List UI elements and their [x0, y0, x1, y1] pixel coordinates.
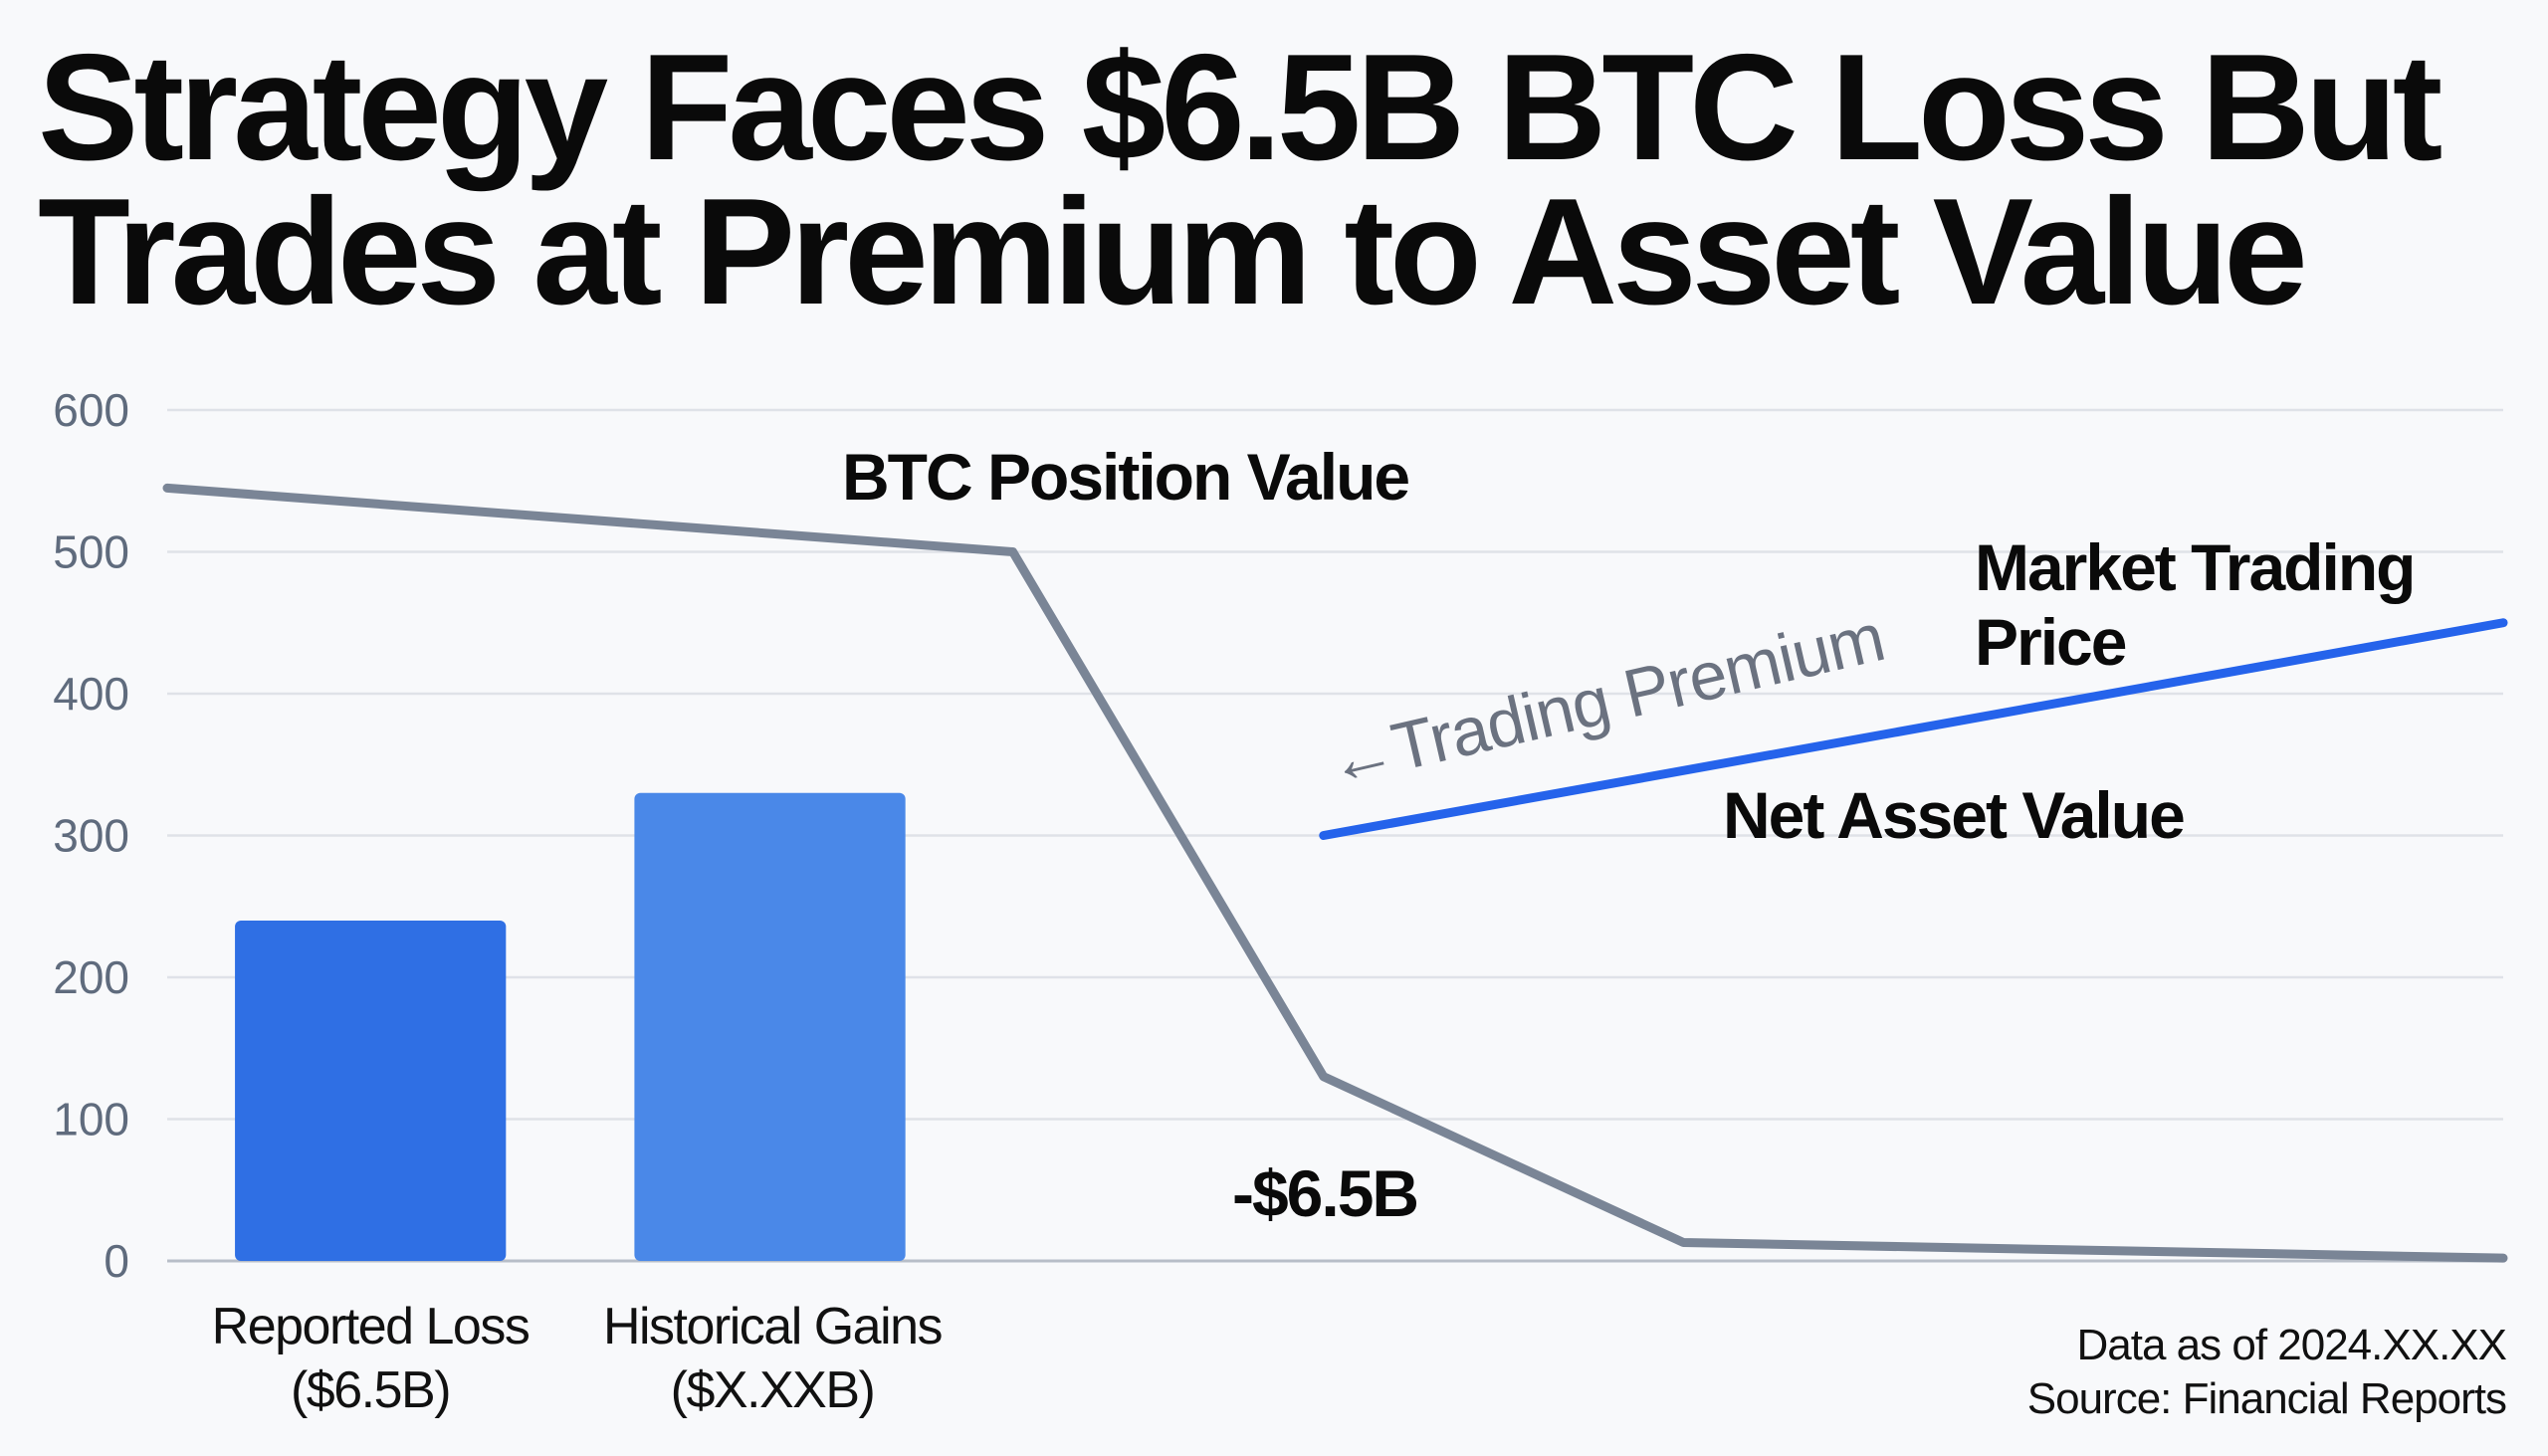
x-label-reported-loss-2: ($6.5B) [291, 1361, 450, 1419]
x-label-reported-loss-1: Reported Loss [212, 1298, 530, 1355]
bars [235, 792, 906, 1261]
y-tick-label: 500 [53, 526, 129, 578]
market-price-line [1319, 618, 2508, 840]
chart-title-line2: Trades at Premium to Asset Value [38, 167, 2303, 336]
x-label-historical-gains-2: ($X.XXB) [671, 1361, 875, 1419]
series-lines [162, 483, 2508, 1263]
annotation-btc-position-value: BTC Position Value [842, 440, 1408, 514]
y-axis-ticks: 0 100 200 300 400 500 600 [53, 384, 129, 1287]
x-label-historical-gains-1: Historical Gains [603, 1298, 943, 1355]
y-tick-label: 100 [53, 1094, 129, 1145]
footer-date: Data as of 2024.XX.XX [2076, 1321, 2506, 1369]
gridlines [167, 408, 2503, 1263]
y-tick-label: 600 [53, 384, 129, 436]
y-tick-label: 300 [53, 810, 129, 862]
bar [235, 921, 507, 1261]
y-tick-label: 0 [104, 1235, 129, 1287]
y-tick-label: 200 [53, 951, 129, 1003]
chart-title-line1: Strategy Faces $6.5B BTC Loss But [38, 23, 2442, 192]
bar [634, 792, 906, 1261]
annotation-trading-premium: ←Trading Premium [1320, 599, 1890, 800]
annotation-net-asset-value: Net Asset Value [1723, 778, 2184, 852]
annotation-market-trading-price-2: Price [1975, 605, 2126, 679]
annotation-market-trading-price-1: Market Trading [1975, 530, 2414, 604]
btc-position-line [162, 483, 2508, 1263]
y-tick-label: 400 [53, 668, 129, 720]
annotation-loss: -$6.5B [1232, 1156, 1417, 1230]
footer-source: Source: Financial Reports [2027, 1374, 2506, 1423]
